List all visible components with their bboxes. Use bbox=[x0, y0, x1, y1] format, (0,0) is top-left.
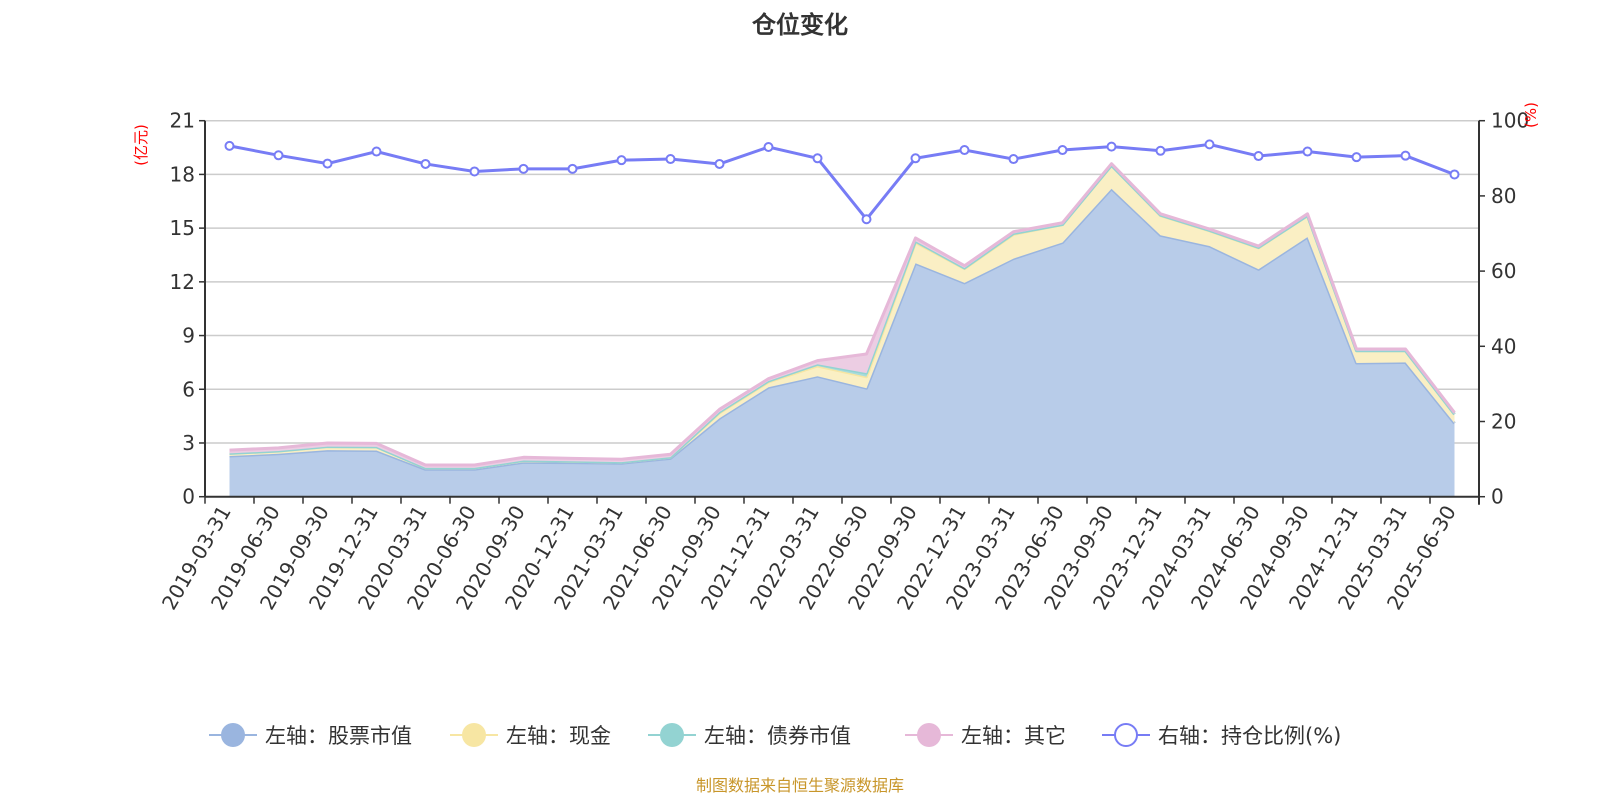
data-source-footer: 制图数据来自恒生聚源数据库 bbox=[696, 776, 904, 795]
legend-label: 左轴：现金 bbox=[506, 724, 611, 748]
right-axis-tick-label: 0 bbox=[1491, 485, 1504, 509]
legend-item: 左轴：现金 bbox=[450, 723, 611, 748]
ratio-data-point bbox=[1449, 169, 1460, 180]
ratio-data-point bbox=[1106, 141, 1117, 152]
ratio-data-point bbox=[567, 163, 578, 174]
area-series-0 bbox=[229, 187, 1456, 497]
ratio-data-point bbox=[1302, 146, 1313, 157]
ratio-data-point bbox=[1400, 150, 1411, 161]
right-axis-tick-label: 40 bbox=[1491, 334, 1516, 358]
chart-title: 仓位变化 bbox=[751, 11, 848, 39]
right-axis-unit: (%) bbox=[1522, 102, 1540, 128]
ratio-data-point bbox=[763, 142, 774, 153]
legend-circle-icon bbox=[917, 723, 941, 747]
ratio-data-point bbox=[959, 145, 970, 156]
right-axis-tick-label: 60 bbox=[1491, 259, 1516, 283]
ratio-data-point bbox=[322, 158, 333, 169]
right-axis-tick-label: 20 bbox=[1491, 410, 1516, 434]
legend-label: 左轴：其它 bbox=[961, 724, 1066, 748]
area-series-3 bbox=[229, 162, 1456, 468]
legend-circle-icon bbox=[462, 723, 486, 747]
legend: 左轴：股票市值 左轴：现金 左轴：债券市值 左轴：其它 右轴：持仓比例(%) bbox=[209, 723, 1341, 748]
stacked-areas bbox=[229, 162, 1456, 497]
left-axis-tick-label: 6 bbox=[182, 377, 195, 401]
legend-circle-icon bbox=[660, 723, 684, 747]
ratio-data-point bbox=[469, 166, 480, 177]
legend-label: 左轴：股票市值 bbox=[265, 724, 412, 748]
ratio-data-point bbox=[1155, 145, 1166, 156]
left-axis-tick-label: 9 bbox=[182, 324, 195, 348]
ratio-data-point bbox=[224, 140, 235, 151]
legend-label: 左轴：债券市值 bbox=[704, 724, 851, 748]
ratio-data-point bbox=[1204, 139, 1215, 150]
area-top-line bbox=[229, 162, 1456, 467]
legend-circle-icon bbox=[221, 723, 245, 747]
legend-item: 左轴：股票市值 bbox=[209, 723, 412, 748]
ratio-data-point bbox=[714, 158, 725, 169]
ratio-data-point bbox=[1253, 151, 1264, 162]
right-axis-tick-label: 100 bbox=[1491, 109, 1529, 133]
legend-label: 右轴：持仓比例(%) bbox=[1158, 724, 1341, 748]
ratio-line-path bbox=[229, 142, 1456, 222]
ratio-data-point bbox=[518, 163, 529, 174]
ratio-data-point bbox=[1008, 154, 1019, 165]
ratio-data-point bbox=[616, 155, 627, 166]
grid-lines bbox=[205, 119, 1479, 444]
legend-circle-icon bbox=[1114, 723, 1138, 747]
left-axis-tick-label: 18 bbox=[170, 162, 195, 186]
ratio-data-point bbox=[665, 154, 676, 165]
left-axis-tick-label: 0 bbox=[182, 485, 195, 509]
left-axis-tick-label: 21 bbox=[170, 109, 195, 133]
ratio-data-point bbox=[1351, 152, 1362, 163]
ratio-data-point bbox=[1057, 145, 1068, 156]
ratio-data-point bbox=[273, 150, 284, 161]
ratio-data-point bbox=[861, 214, 872, 225]
ratio-data-point bbox=[371, 146, 382, 157]
ratio-data-point bbox=[812, 153, 823, 164]
legend-item: 左轴：债券市值 bbox=[648, 723, 851, 748]
right-axis-tick-label: 80 bbox=[1491, 184, 1516, 208]
left-axis-unit: (亿元) bbox=[132, 124, 150, 166]
ratio-data-point bbox=[420, 158, 431, 169]
area-fill bbox=[229, 188, 1455, 497]
ratio-data-point bbox=[910, 153, 921, 164]
left-axis-tick-label: 12 bbox=[170, 270, 195, 294]
holding-ratio-line bbox=[224, 139, 1460, 225]
legend-item: 右轴：持仓比例(%) bbox=[1102, 723, 1341, 748]
left-axis-tick-label: 15 bbox=[170, 216, 195, 240]
left-axis-tick-label: 3 bbox=[182, 431, 195, 455]
legend-item: 左轴：其它 bbox=[905, 723, 1066, 748]
